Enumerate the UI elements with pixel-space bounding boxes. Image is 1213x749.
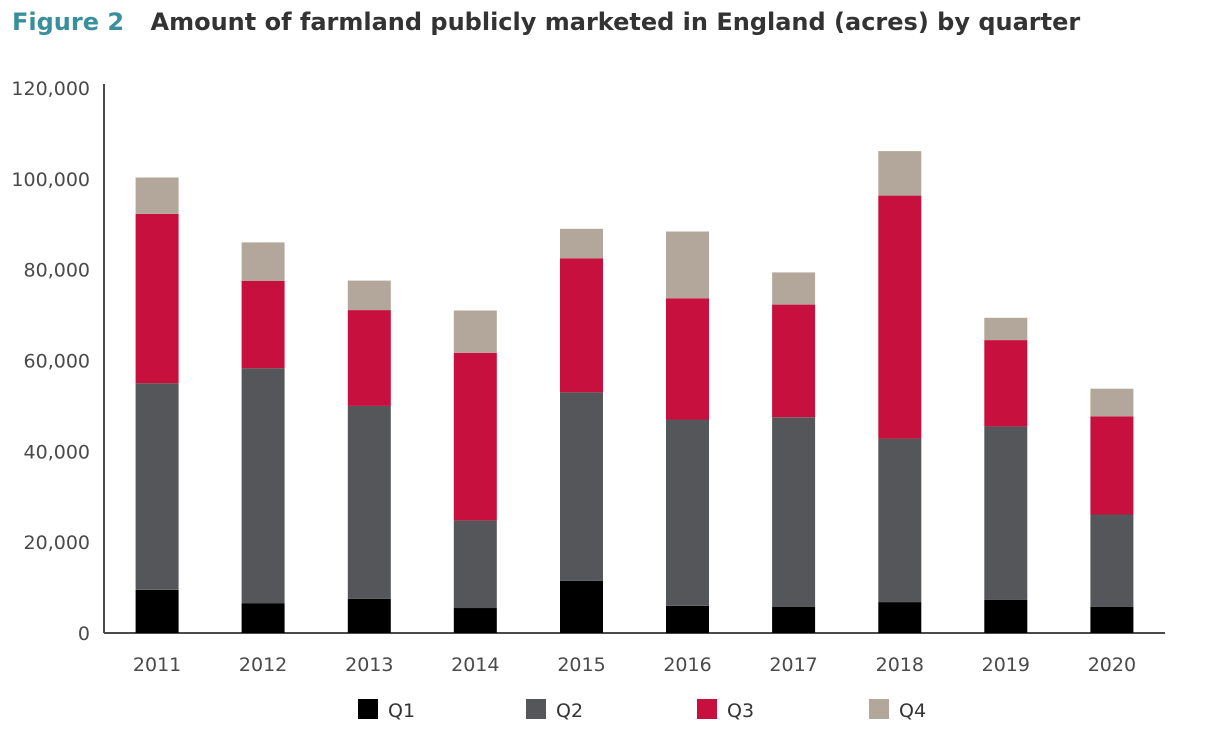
bar-2020-q2 [1090,514,1134,607]
bar-2014-q1 [453,608,497,633]
x-tick-label: 2019 [982,654,1030,676]
bar-2013-q3 [347,310,391,406]
bar-2018-q3 [878,195,922,439]
bar-2017-q4 [772,272,816,305]
bar-2019-q2 [984,426,1028,600]
bar-2013-q4 [347,280,391,311]
bar-2015-q2 [560,392,603,581]
bar-2011-q1 [135,589,179,633]
bar-2019-q4 [984,317,1028,341]
bar-2020-q3 [1090,416,1134,515]
bar-2016-q3 [666,298,709,420]
bar-2011-q3 [135,213,179,384]
figure-title: Amount of farmland publicly marketed in … [150,8,1081,36]
legend-label-q1: Q1 [388,700,415,722]
x-tick-label: 2015 [557,654,605,676]
bar-2014-q2 [453,520,497,609]
bar-2013-q1 [347,598,391,633]
x-tick-label: 2016 [663,654,711,676]
legend-swatch-q2 [526,699,546,719]
x-tick-label: 2020 [1088,654,1136,676]
y-tick-label: 100,000 [11,169,90,191]
x-tick-label: 2012 [239,654,287,676]
x-tick-label: 2011 [133,654,181,676]
bar-2016-q4 [666,231,709,299]
bar-2018-q2 [878,438,922,603]
bar-2017-q1 [772,606,816,633]
bar-2015-q3 [560,258,603,393]
bar-2013-q2 [347,405,391,599]
legend-swatch-q4 [869,699,889,719]
bar-2014-q3 [453,352,497,521]
bar-2012-q1 [241,603,285,633]
y-tick-label: 40,000 [24,441,90,463]
bar-2016-q1 [666,605,709,634]
bar-2014-q4 [453,310,497,353]
y-tick-label: 0 [78,623,90,645]
legend-swatch-q1 [358,699,378,719]
x-tick-label: 2017 [769,654,817,676]
bar-2012-q2 [241,368,285,604]
bar-2012-q4 [241,242,285,281]
bar-2015-q4 [560,228,603,259]
figure-label: Figure 2 [12,8,125,36]
bar-2017-q2 [772,417,816,607]
legend-label-q2: Q2 [556,700,583,722]
bar-2015-q1 [560,580,603,633]
bar-2019-q1 [984,599,1028,633]
x-tick-label: 2014 [451,654,499,676]
x-tick-label: 2013 [345,654,393,676]
bar-2020-q4 [1090,388,1134,417]
legend-swatch-q3 [697,699,717,719]
bar-2017-q3 [772,304,816,418]
bar-2011-q2 [135,383,179,590]
bar-2018-q1 [878,602,922,633]
legend-label-q4: Q4 [899,700,926,722]
bar-2020-q1 [1090,606,1134,633]
bar-2012-q3 [241,281,285,369]
bar-2016-q2 [666,419,709,606]
y-tick-label: 80,000 [24,260,90,282]
x-tick-label: 2018 [876,654,924,676]
y-tick-label: 20,000 [24,532,90,554]
y-tick-label: 60,000 [24,351,90,373]
bar-2018-q4 [878,151,922,196]
y-tick-label: 120,000 [11,78,90,100]
figure-header: Figure 2 Amount of farmland publicly mar… [12,8,1080,36]
legend-label-q3: Q3 [727,700,754,722]
bar-2011-q4 [135,177,179,214]
bar-2019-q3 [984,340,1028,427]
